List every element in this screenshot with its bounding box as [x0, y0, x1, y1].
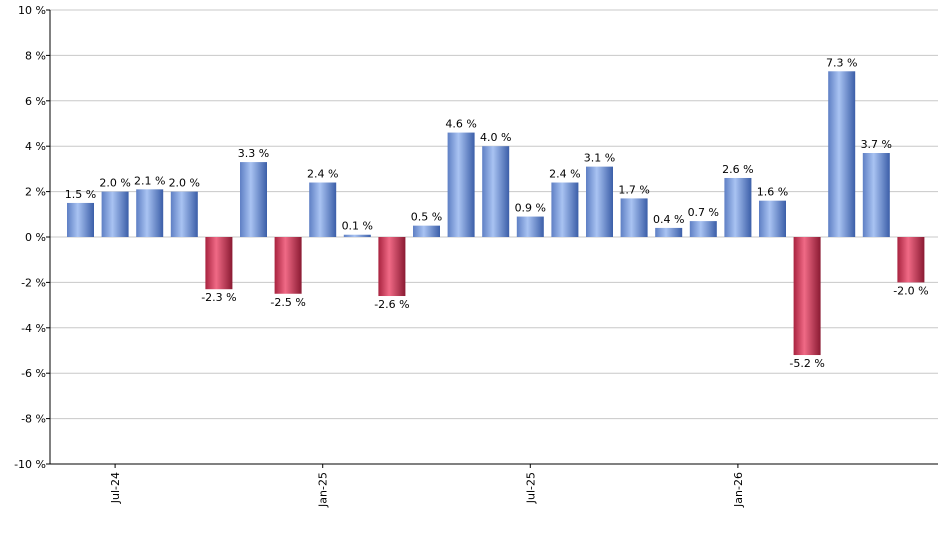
bar: [655, 227, 683, 237]
y-tick-label: -10 %: [14, 458, 46, 471]
bar: [240, 162, 267, 237]
data-label: -2.6 %: [374, 298, 409, 311]
y-tick-label: 6 %: [25, 95, 46, 108]
y-tick-label: 4 %: [25, 140, 46, 153]
bar: [551, 182, 579, 237]
data-label: 2.0 %: [99, 177, 130, 190]
data-label: 4.0 %: [480, 131, 511, 144]
data-label: 0.9 %: [515, 202, 546, 215]
axes: -10 % -8 % -6 % -4 % -2 % 0 % 2 % 4 % 6 % 8 % 10 %…: [14, 4, 938, 508]
bar: [516, 216, 544, 237]
bar: [170, 191, 198, 237]
y-tick-label: -6 %: [21, 367, 46, 380]
data-label: 1.7 %: [618, 183, 649, 196]
bar: [586, 166, 613, 237]
bar: [309, 182, 337, 237]
data-label: 0.4 %: [653, 213, 684, 226]
data-label: 1.6 %: [757, 186, 788, 199]
y-tick-label: 0 %: [25, 231, 46, 244]
bar: [447, 132, 475, 237]
bar: [759, 200, 786, 237]
y-tick-label: 2 %: [25, 186, 46, 199]
data-label: 7.3 %: [826, 56, 857, 69]
data-label: 0.1 %: [342, 220, 373, 233]
bar: [67, 202, 94, 237]
y-tick-label: 10 %: [18, 4, 46, 17]
data-labels: 1.5 %2.0 % 2.1 % 2.0 %-2.3 %3.3 %-2.5 %2.4…: [65, 56, 929, 370]
bar: [689, 221, 717, 237]
data-label: 0.5 %: [411, 211, 442, 224]
data-label: 2.6 %: [722, 163, 753, 176]
data-label: 2.4 %: [549, 168, 580, 181]
bar: [793, 237, 821, 356]
bars: [67, 71, 925, 356]
y-tick-label: 8 %: [25, 49, 46, 62]
data-label: 1.5 %: [65, 188, 96, 201]
y-tick-label: -2 %: [21, 276, 46, 289]
bar: [274, 237, 302, 294]
bar: [897, 237, 925, 283]
data-label: -2.5 %: [270, 296, 305, 309]
x-tick-label: Jul-25: [524, 472, 537, 504]
x-tick-label: Jan-25: [317, 472, 330, 508]
bar: [620, 198, 648, 237]
x-tick-label: Jul-24: [109, 472, 122, 504]
bar: [101, 191, 129, 237]
bar: [862, 153, 890, 237]
data-label: -5.2 %: [789, 357, 824, 370]
data-label: 3.7 %: [861, 138, 892, 151]
data-label: 2.4 %: [307, 168, 338, 181]
bar: [828, 71, 856, 237]
data-label: 3.3 %: [238, 147, 269, 160]
bar: [724, 177, 752, 237]
data-label: 2.0 %: [169, 177, 200, 190]
bar: [482, 146, 510, 237]
data-label: 3.1 %: [584, 152, 615, 165]
bar: [378, 237, 406, 297]
bar: [136, 189, 164, 237]
data-label: -2.0 %: [893, 284, 928, 297]
data-label: 2.1 %: [134, 174, 165, 187]
data-label: -2.3 %: [201, 291, 236, 304]
y-tick-label: -4 %: [21, 322, 46, 335]
data-label: 4.6 %: [445, 118, 476, 131]
y-tick-label: -8 %: [21, 413, 46, 426]
bar: [205, 237, 233, 290]
x-tick-label: Jan-26: [732, 472, 745, 508]
bar: [343, 234, 371, 237]
data-label: 0.7 %: [688, 206, 719, 219]
bar: [413, 225, 440, 237]
